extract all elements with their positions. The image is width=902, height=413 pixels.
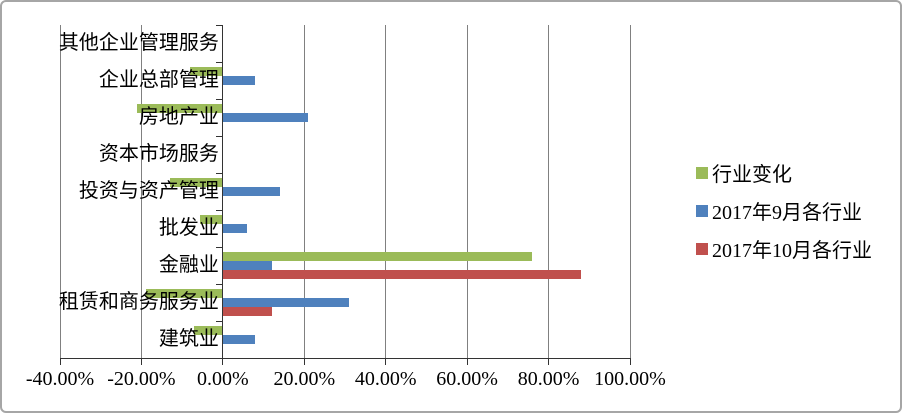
legend-item: 2017年10月各行业 bbox=[696, 234, 872, 263]
category-axis-tick bbox=[215, 320, 223, 322]
category-axis-tick bbox=[215, 209, 223, 211]
category-label: 资本市场服务 bbox=[98, 143, 219, 165]
legend-swatch bbox=[696, 242, 708, 255]
category-label: 金融业 bbox=[158, 254, 219, 276]
gridline bbox=[140, 25, 142, 358]
x-axis-tick bbox=[385, 358, 387, 365]
category-axis-line bbox=[222, 25, 224, 358]
x-axis-line bbox=[60, 357, 630, 359]
x-tick-label: 100.00% bbox=[594, 368, 666, 390]
category-label: 其他企业管理服务 bbox=[58, 32, 219, 54]
legend-label: 2017年10月各行业 bbox=[712, 240, 872, 262]
x-tick-label: -20.00% bbox=[107, 368, 176, 390]
x-axis-tick bbox=[222, 358, 224, 365]
x-axis-tick bbox=[140, 358, 142, 365]
bar-sep2017-row7 bbox=[222, 298, 350, 307]
legend-swatch bbox=[696, 204, 708, 217]
category-axis-tick bbox=[215, 283, 223, 285]
x-tick-label: 20.00% bbox=[273, 368, 336, 390]
bar-sep2017-row2 bbox=[222, 113, 309, 122]
category-axis-tick bbox=[215, 357, 223, 359]
bar-oct2017-row6 bbox=[222, 270, 582, 279]
category-label: 房地产业 bbox=[138, 106, 219, 128]
category-axis-tick bbox=[215, 135, 223, 137]
legend-item: 行业变化 bbox=[696, 158, 792, 187]
category-axis-tick bbox=[215, 172, 223, 174]
category-axis-tick bbox=[215, 61, 223, 63]
gridline bbox=[629, 25, 631, 358]
gridline bbox=[303, 25, 305, 358]
category-label: 建筑业 bbox=[158, 328, 219, 350]
category-label: 批发业 bbox=[158, 217, 219, 239]
x-axis-tick bbox=[548, 358, 550, 365]
category-axis-tick bbox=[215, 98, 223, 100]
gridline bbox=[385, 25, 387, 358]
legend-swatch bbox=[696, 166, 708, 179]
category-label: 企业总部管理 bbox=[98, 69, 219, 91]
category-label: 租赁和商务服务业 bbox=[58, 291, 219, 313]
bar-sep2017-row1 bbox=[222, 76, 256, 85]
bar-change-row6 bbox=[222, 252, 533, 261]
bar-change-row5 bbox=[200, 215, 223, 224]
bar-change-row4 bbox=[169, 178, 223, 187]
bar-sep2017-row8 bbox=[222, 335, 256, 344]
legend-label: 2017年9月各行业 bbox=[712, 202, 862, 224]
x-axis-tick bbox=[303, 358, 305, 365]
x-tick-label: 60.00% bbox=[436, 368, 498, 390]
x-tick-label: 40.00% bbox=[354, 368, 417, 390]
x-axis-tick bbox=[629, 358, 631, 365]
x-tick-label: 80.00% bbox=[517, 368, 580, 390]
category-axis-tick bbox=[215, 24, 223, 26]
bar-sep2017-row6 bbox=[222, 261, 272, 270]
category-label: 投资与资产管理 bbox=[78, 180, 219, 202]
bar-change-row1 bbox=[190, 67, 223, 76]
legend-item: 2017年9月各行业 bbox=[696, 196, 862, 225]
bar-change-row2 bbox=[137, 104, 223, 113]
x-tick-label: -40.00% bbox=[25, 368, 95, 390]
gridline bbox=[466, 25, 468, 358]
bar-oct2017-row7 bbox=[222, 307, 272, 316]
gridline bbox=[548, 25, 550, 358]
category-axis-tick bbox=[215, 246, 223, 248]
x-axis-tick bbox=[59, 358, 61, 365]
bar-change-row8 bbox=[194, 326, 223, 335]
x-tick-label: 0.00% bbox=[197, 368, 249, 390]
bar-sep2017-row4 bbox=[222, 187, 280, 196]
gridline bbox=[59, 25, 61, 358]
legend-label: 行业变化 bbox=[712, 164, 792, 186]
bar-sep2017-row5 bbox=[222, 224, 248, 233]
x-axis-tick bbox=[466, 358, 468, 365]
bar-change-row7 bbox=[145, 289, 223, 298]
